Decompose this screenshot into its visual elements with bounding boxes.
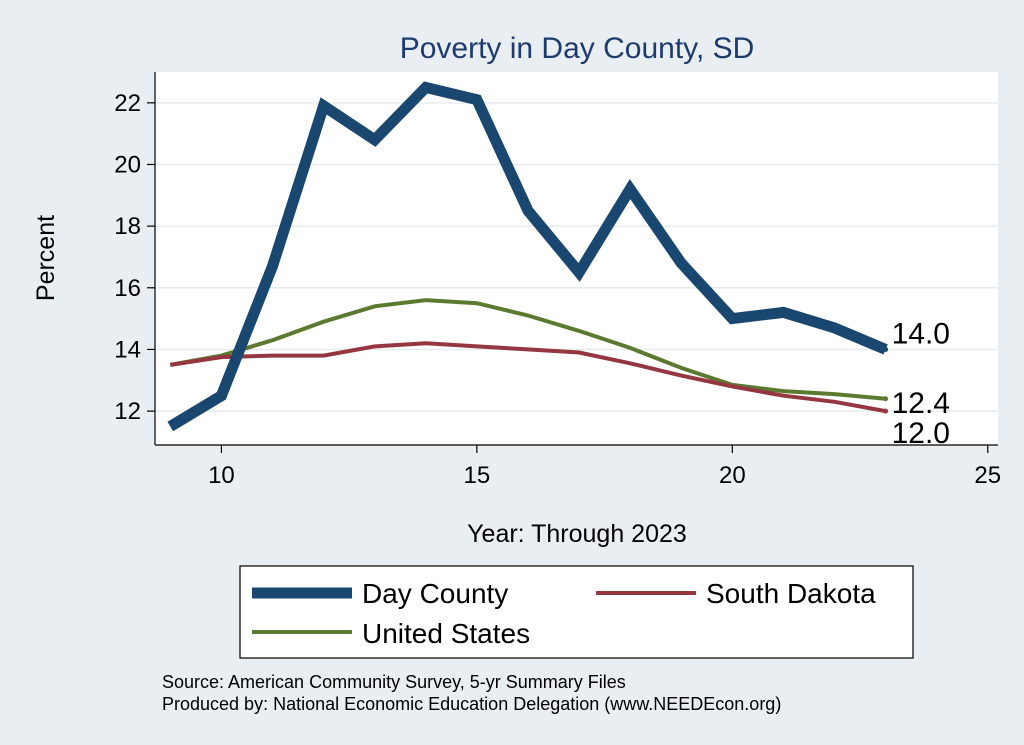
legend-label-south-dakota: South Dakota	[706, 578, 876, 609]
x-tick-label: 20	[719, 462, 746, 489]
y-tick-label: 12	[114, 398, 141, 425]
producer-note: Produced by: National Economic Education…	[162, 694, 781, 714]
x-tick-label: 10	[208, 462, 235, 489]
y-tick-label: 18	[114, 213, 141, 240]
series-line-united-states	[169, 298, 886, 401]
end-value-label: 14.0	[892, 317, 950, 350]
grid-lines	[155, 102, 998, 412]
y-tick-label: 20	[114, 151, 141, 178]
legend-label-united-states: United States	[362, 618, 530, 649]
source-note: Source: American Community Survey, 5-yr …	[162, 672, 626, 692]
legend-label-day-county: Day County	[362, 578, 508, 609]
x-tick-label: 25	[974, 462, 1001, 489]
end-point-marker	[883, 408, 889, 414]
y-tick-label: 22	[114, 90, 141, 117]
end-labels: 14.0 12.012.4	[883, 317, 950, 450]
series-lines	[167, 81, 888, 432]
x-tick-label: 15	[464, 462, 491, 489]
chart-title: Poverty in Day County, SD	[400, 32, 755, 65]
y-tick-label: 16	[114, 275, 141, 302]
y-tick-label: 14	[114, 336, 141, 363]
x-axis-title: Year: Through 2023	[467, 520, 687, 548]
legend-box	[239, 565, 914, 659]
legend: Day County South Dakota United States	[239, 565, 914, 659]
y-axis-title: Percent	[32, 215, 60, 301]
series-line-day-county	[167, 81, 888, 432]
plot-area	[155, 72, 998, 445]
end-point-marker	[883, 346, 889, 352]
end-value-label: 12.0	[892, 417, 950, 450]
series-line-south-dakota	[169, 341, 886, 414]
axes: 12 14 16 18 20 22 10 15 20 25	[114, 72, 1001, 489]
end-value-label: 12.4	[892, 387, 950, 420]
end-point-marker	[883, 396, 889, 402]
